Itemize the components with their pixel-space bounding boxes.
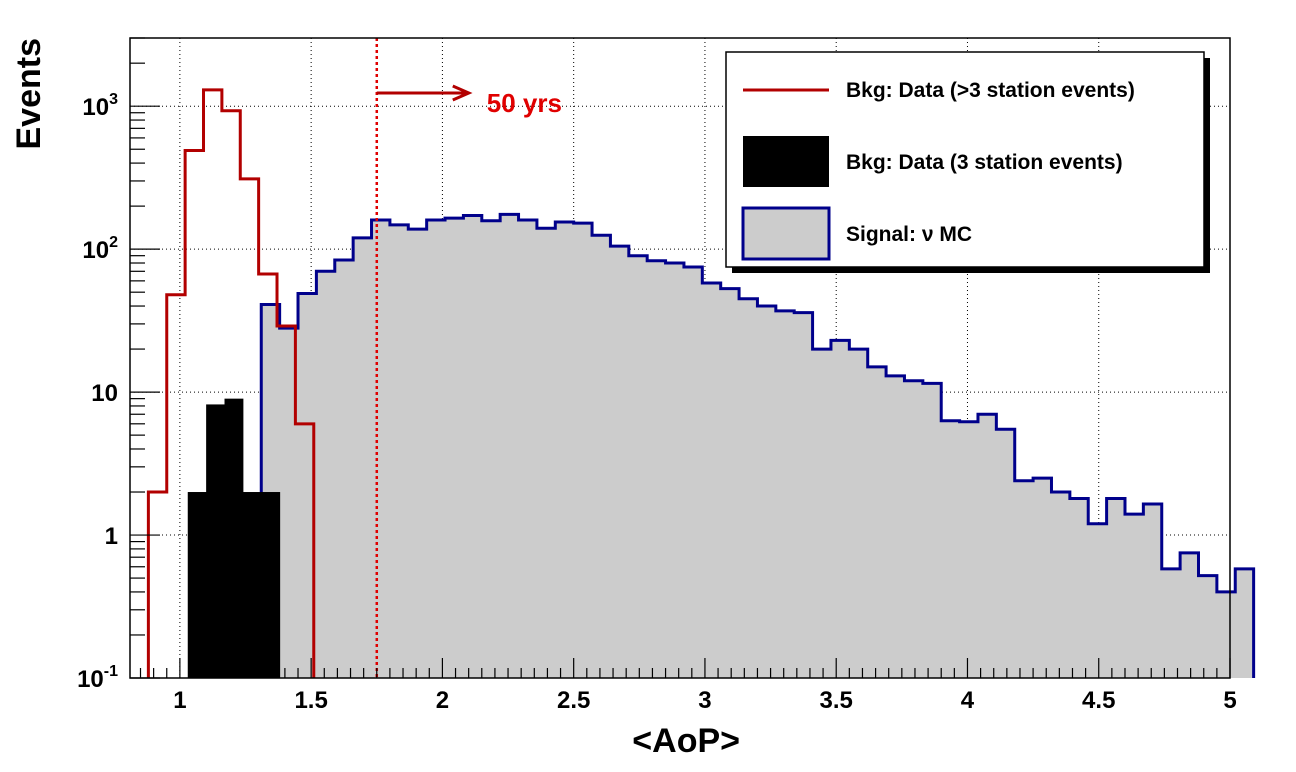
cut-line-group: 50 yrs [375,38,562,678]
signal-histogram [259,212,1256,679]
bkg3-bar [261,492,281,678]
cut-label: 50 yrs [487,88,562,118]
x-tick-label: 1.5 [294,687,327,714]
x-tick-label: 5 [1223,687,1236,714]
bkg3-bar [242,492,262,678]
cut-arrow-head [452,84,473,102]
y-tick-label: 10 [91,380,118,407]
legend-label-signal: Signal: ν MC [846,223,972,246]
x-tick-label: 4 [961,687,975,714]
legend-marker-bkg3 [743,136,829,187]
x-tick-label: 1 [173,687,186,714]
y-tick-label: 10-1 [77,663,118,693]
x-tick-label: 3 [698,687,711,714]
y-axis-title: Events [10,38,48,150]
x-axis-title: <AoP> [632,722,740,760]
x-tick-label: 3.5 [820,687,853,714]
bkg-gt3station-histogram [146,88,316,678]
legend-label-bkg3: Bkg: Data (3 station events) [846,151,1123,174]
signal-fill [261,214,1254,679]
bkg-outline [146,88,316,678]
bkg3-bar [206,404,226,678]
y-tick-label: 102 [82,234,118,264]
bkg3-bar [224,398,244,678]
x-tick-label: 2.5 [557,687,590,714]
x-tick-label: 4.5 [1082,687,1115,714]
signal-outline [259,212,1256,678]
bkg3-bar [187,492,207,678]
legend-label-bkg: Bkg: Data (>3 station events) [846,79,1135,102]
axes: 1 1.5 2 2.5 3 3.5 4 4.5 5 10-1 1 10 102 103 [77,37,1237,714]
bkg-3station-histogram [187,398,281,678]
y-tick-label: 1 [105,523,118,550]
x-tick-label: 2 [436,687,449,714]
legend-marker-signal [741,206,831,261]
plot-border [129,37,1231,679]
y-tick-label: 103 [82,91,118,121]
legend: Bkg: Data (>3 station events) Bkg: Data … [725,51,1210,273]
